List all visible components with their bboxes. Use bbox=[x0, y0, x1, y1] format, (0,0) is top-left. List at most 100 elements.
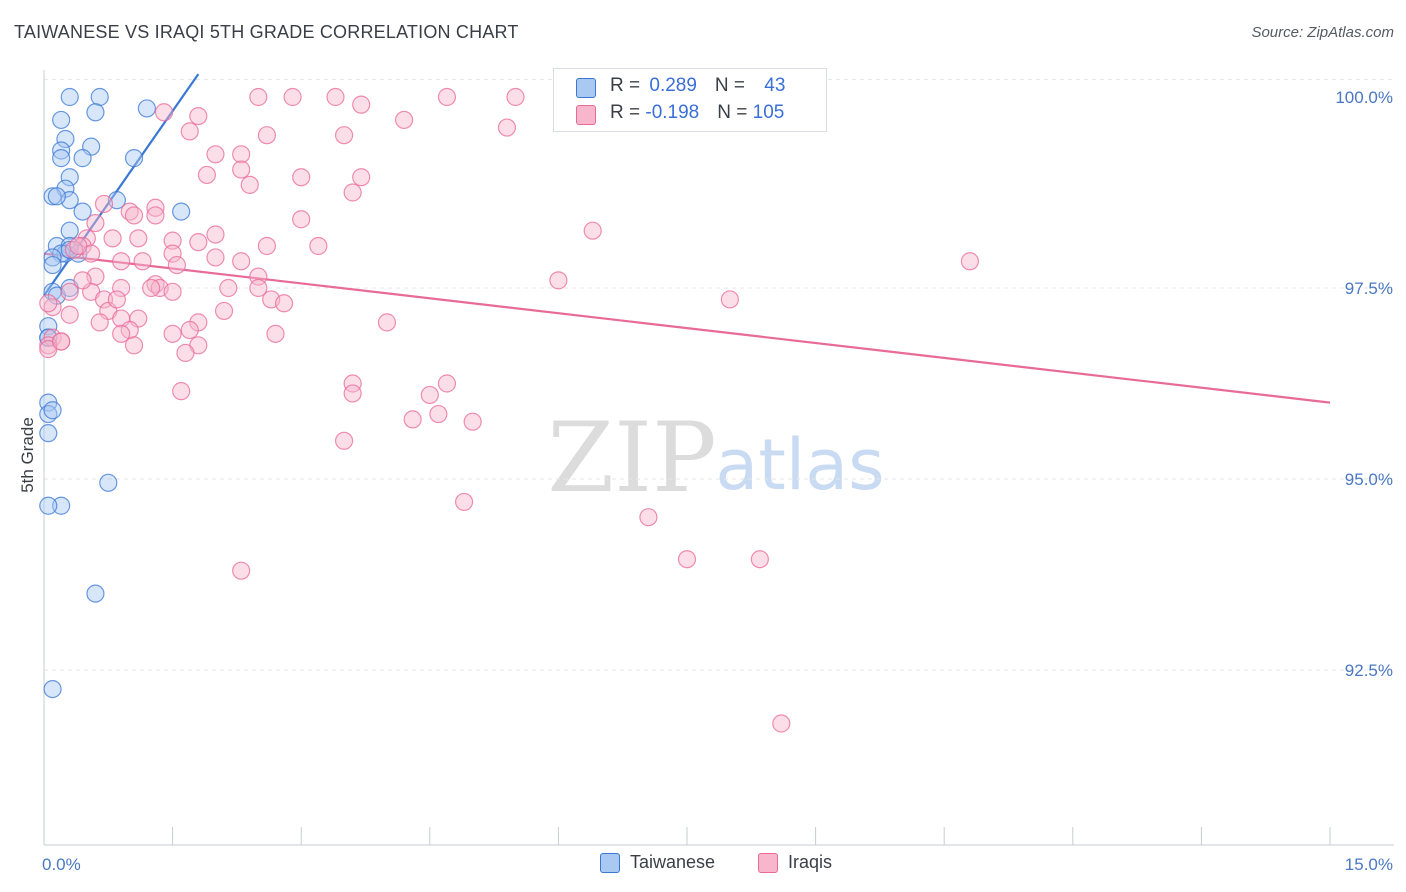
point-taiwanese bbox=[52, 110, 71, 130]
point-iraqis bbox=[94, 194, 114, 214]
bottom-legend-swatch-taiwanese bbox=[600, 853, 620, 873]
point-taiwanese bbox=[39, 424, 58, 443]
point-iraqis bbox=[334, 431, 354, 450]
chart-source: Source: ZipAtlas.com bbox=[1251, 24, 1394, 41]
legend-r-value: -0.198 bbox=[645, 102, 700, 123]
point-iraqis bbox=[60, 282, 79, 301]
legend-r-value: 0.289 bbox=[649, 75, 697, 96]
point-iraqis bbox=[129, 229, 148, 248]
y-tick-label: 100.0% bbox=[1335, 88, 1393, 107]
point-iraqis bbox=[176, 343, 195, 363]
point-iraqis bbox=[52, 332, 71, 351]
point-iraqis bbox=[180, 320, 199, 340]
point-iraqis bbox=[463, 412, 482, 431]
point-iraqis bbox=[39, 294, 58, 313]
point-iraqis bbox=[172, 382, 191, 401]
point-taiwanese bbox=[47, 187, 66, 206]
point-taiwanese bbox=[43, 248, 62, 267]
y-tick-label: 97.5% bbox=[1345, 279, 1393, 298]
point-iraqis bbox=[772, 714, 791, 733]
legend-n-value: 105 bbox=[752, 102, 785, 123]
point-iraqis bbox=[103, 229, 122, 248]
point-iraqis bbox=[206, 248, 225, 267]
point-taiwanese bbox=[73, 149, 92, 168]
bottom-legend-label: Iraqis bbox=[788, 852, 833, 872]
point-iraqis bbox=[167, 255, 186, 275]
point-iraqis bbox=[163, 244, 182, 263]
point-taiwanese bbox=[39, 496, 58, 515]
point-taiwanese bbox=[86, 103, 105, 122]
point-taiwanese bbox=[43, 401, 62, 420]
watermark: ZIP atlas bbox=[547, 402, 884, 514]
point-iraqis bbox=[94, 290, 114, 309]
point-iraqis bbox=[219, 278, 238, 298]
point-iraqis bbox=[497, 118, 517, 137]
point-taiwanese bbox=[52, 496, 71, 515]
legend-r-label: R = bbox=[610, 75, 646, 96]
point-iraqis bbox=[292, 168, 311, 187]
point-taiwanese bbox=[90, 87, 109, 107]
point-taiwanese bbox=[172, 202, 191, 221]
point-iraqis bbox=[750, 550, 769, 569]
point-taiwanese bbox=[56, 129, 75, 149]
point-taiwanese bbox=[60, 221, 79, 240]
point-iraqis bbox=[189, 106, 208, 126]
point-iraqis bbox=[677, 550, 697, 569]
point-iraqis bbox=[343, 183, 362, 202]
watermark-atlas: atlas bbox=[715, 424, 884, 506]
point-iraqis bbox=[437, 87, 457, 107]
point-iraqis bbox=[257, 236, 277, 256]
point-iraqis bbox=[60, 305, 79, 324]
point-iraqis bbox=[420, 385, 439, 405]
legend-n-label: N = bbox=[714, 75, 751, 96]
point-iraqis bbox=[163, 231, 182, 250]
point-taiwanese bbox=[124, 149, 144, 168]
point-iraqis bbox=[249, 278, 268, 298]
point-iraqis bbox=[232, 561, 251, 580]
point-taiwanese bbox=[43, 187, 62, 206]
point-iraqis bbox=[352, 95, 371, 114]
point-iraqis bbox=[429, 404, 448, 424]
point-iraqis bbox=[142, 278, 161, 298]
point-iraqis bbox=[124, 336, 144, 355]
point-iraqis bbox=[154, 103, 174, 122]
point-iraqis bbox=[326, 87, 345, 107]
point-iraqis bbox=[583, 221, 602, 240]
point-iraqis bbox=[720, 290, 739, 309]
legend-r-label: R = bbox=[610, 102, 646, 123]
point-iraqis bbox=[232, 160, 251, 179]
point-iraqis bbox=[112, 252, 131, 271]
x-tick-label: 15.0% bbox=[1345, 855, 1393, 874]
point-iraqis bbox=[343, 374, 362, 393]
point-iraqis bbox=[124, 206, 144, 225]
point-iraqis bbox=[214, 301, 234, 321]
watermark-zip: ZIP bbox=[547, 402, 716, 514]
point-iraqis bbox=[249, 87, 268, 107]
x-tick-label: 0.0% bbox=[42, 855, 81, 874]
point-iraqis bbox=[180, 122, 199, 141]
legend-n-value: 43 bbox=[764, 75, 786, 96]
point-iraqis bbox=[437, 374, 457, 393]
point-iraqis bbox=[960, 252, 980, 271]
point-iraqis bbox=[73, 271, 92, 290]
point-iraqis bbox=[197, 165, 216, 185]
point-iraqis bbox=[292, 210, 311, 229]
point-iraqis bbox=[90, 313, 109, 332]
stats-legend: R = 0.289 N = 43 R = -0.198 N = 105 bbox=[553, 68, 827, 132]
point-iraqis bbox=[206, 225, 225, 244]
point-iraqis bbox=[403, 410, 422, 429]
point-iraqis bbox=[283, 87, 302, 107]
legend-n-label: N = bbox=[717, 102, 753, 123]
point-iraqis bbox=[343, 384, 362, 403]
point-taiwanese bbox=[73, 202, 92, 221]
point-iraqis bbox=[334, 126, 354, 145]
bottom-legend-swatch-iraqis bbox=[758, 853, 778, 873]
point-iraqis bbox=[240, 175, 259, 194]
point-iraqis bbox=[86, 213, 105, 233]
point-iraqis bbox=[257, 126, 277, 145]
point-taiwanese bbox=[86, 584, 105, 603]
point-iraqis bbox=[206, 145, 225, 164]
point-iraqis bbox=[232, 252, 251, 271]
point-taiwanese bbox=[52, 149, 71, 168]
point-taiwanese bbox=[137, 99, 156, 118]
